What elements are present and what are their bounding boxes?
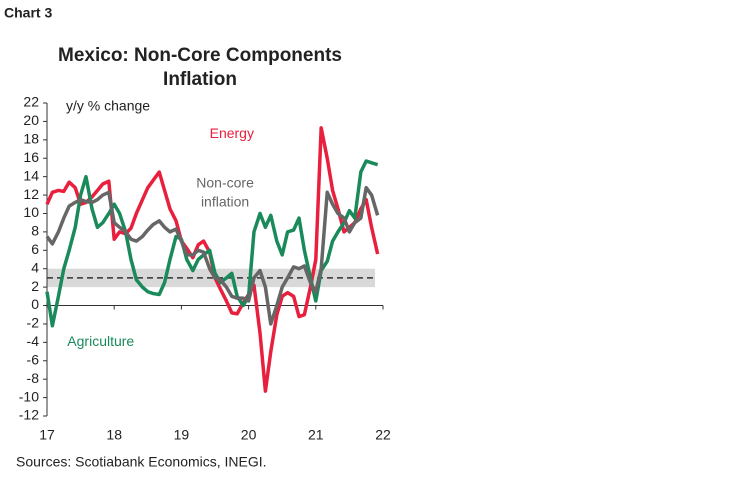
header: Chart 3 <box>4 5 52 21</box>
y-tick-label: -8 <box>27 370 40 386</box>
y-tick-label: -12 <box>19 407 39 423</box>
series-label: Agriculture <box>67 333 134 349</box>
y-tick-label: 18 <box>23 131 39 147</box>
y-tick-label: -6 <box>27 351 40 367</box>
y-tick-label: 10 <box>23 204 39 220</box>
y-tick-label: 14 <box>23 167 39 183</box>
chart-title: Inflation <box>163 69 237 90</box>
series-label: Non-core <box>196 175 254 191</box>
y-tick-label: 12 <box>23 186 39 202</box>
x-tick-label: 18 <box>106 427 122 443</box>
series-line <box>45 185 380 326</box>
y-axis-label: y/y % change <box>66 98 150 114</box>
y-tick-label: -10 <box>19 388 39 404</box>
y-tick-label: 8 <box>31 223 39 239</box>
y-tick-label: 20 <box>23 112 39 128</box>
y-tick-label: 0 <box>31 296 39 312</box>
y-tick-label: 6 <box>31 241 39 257</box>
chart-title: Mexico: Non-Core Components <box>58 45 342 66</box>
series-label: inflation <box>201 194 249 210</box>
series-label: Energy <box>210 125 254 141</box>
x-tick-label: 17 <box>39 427 55 443</box>
y-tick-label: 16 <box>23 149 39 165</box>
x-tick-label: 19 <box>174 427 190 443</box>
x-tick-label: 20 <box>241 427 257 443</box>
y-tick-label: 2 <box>31 278 39 294</box>
x-tick-label: 21 <box>308 427 324 443</box>
y-tick-label: -4 <box>27 333 40 349</box>
y-tick-label: 22 <box>23 94 39 110</box>
y-tick-label: 4 <box>31 259 39 275</box>
source: Sources: Scotiabank Economics, INEGI. <box>16 454 267 470</box>
y-tick-label: -2 <box>27 315 40 331</box>
x-tick-label: 22 <box>375 427 391 443</box>
